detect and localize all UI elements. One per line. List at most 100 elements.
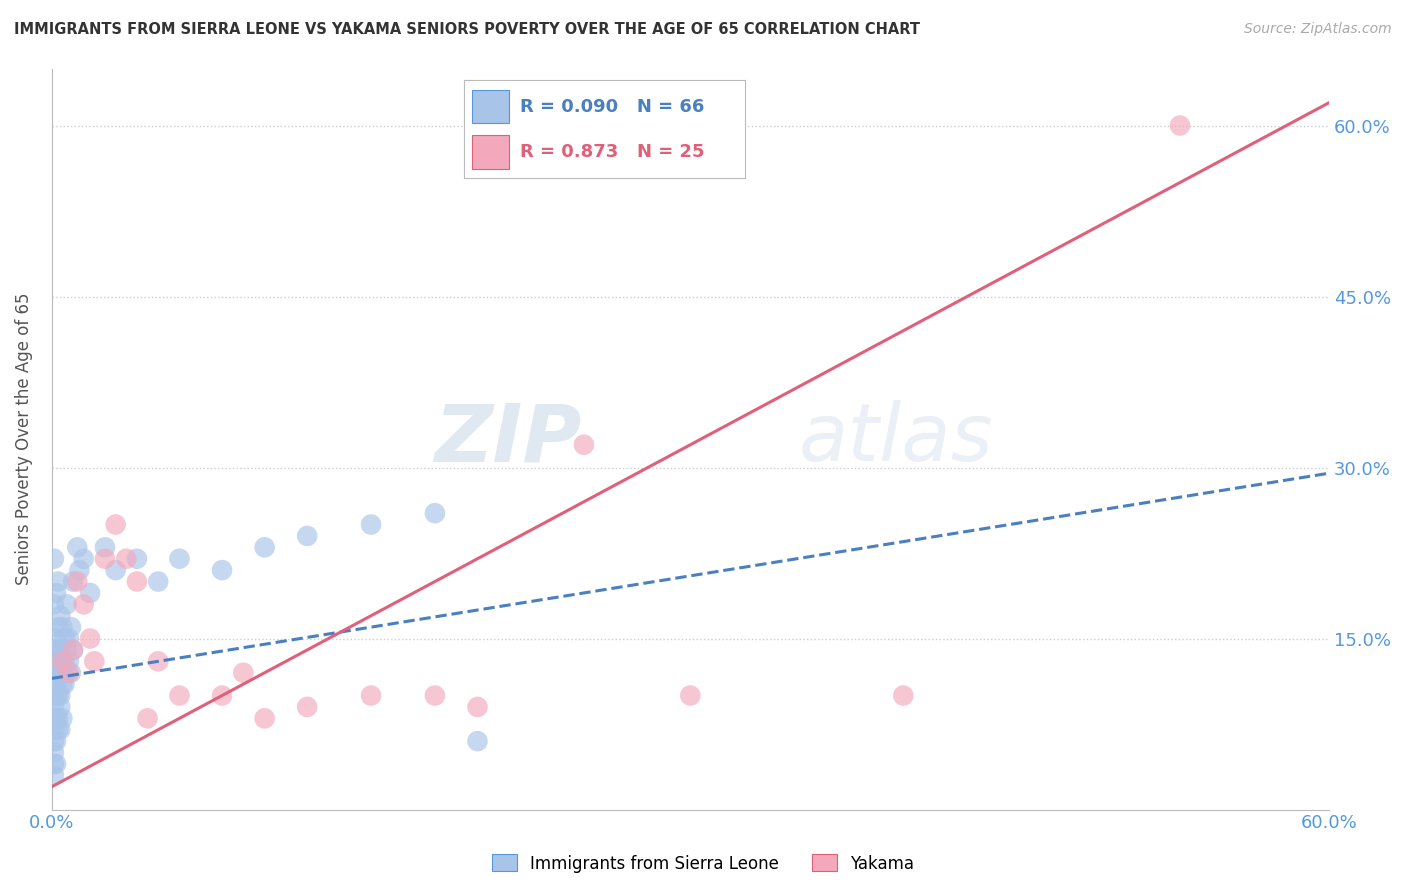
Point [104, 563, 127, 577]
Point [49, 689, 72, 703]
Point [42, 768, 65, 782]
Point [45, 734, 67, 748]
Point [79, 632, 101, 646]
Point [49, 643, 72, 657]
Point [42, 711, 65, 725]
Point [104, 517, 127, 532]
Point [73, 551, 96, 566]
Point [46, 574, 69, 589]
Point [55, 643, 77, 657]
Point [211, 689, 233, 703]
Point [46, 689, 69, 703]
Point [125, 551, 148, 566]
Point [46, 665, 69, 680]
Point [62, 643, 84, 657]
Point [125, 574, 148, 589]
Point [53, 677, 76, 691]
Point [45, 711, 67, 725]
Text: IMMIGRANTS FROM SIERRA LEONE VS YAKAMA SENIORS POVERTY OVER THE AGE OF 65 CORREL: IMMIGRANTS FROM SIERRA LEONE VS YAKAMA S… [14, 22, 920, 37]
Point [253, 711, 276, 725]
Point [83, 654, 105, 668]
Text: atlas: atlas [799, 400, 994, 478]
Point [55, 598, 77, 612]
Point [211, 563, 233, 577]
Point [891, 689, 914, 703]
Point [360, 689, 382, 703]
Point [49, 665, 72, 680]
Point [49, 723, 72, 737]
Point [46, 643, 69, 657]
Point [51, 654, 73, 668]
Point [42, 643, 65, 657]
Text: Source: ZipAtlas.com: Source: ZipAtlas.com [1244, 22, 1392, 37]
Point [62, 574, 84, 589]
Point [42, 746, 65, 760]
Text: R = 0.090   N = 66: R = 0.090 N = 66 [520, 98, 704, 116]
Point [45, 689, 67, 703]
Point [51, 711, 73, 725]
Point [295, 700, 318, 714]
Point [360, 517, 382, 532]
Point [55, 665, 77, 680]
Point [94, 551, 117, 566]
Point [79, 586, 101, 600]
Point [42, 551, 65, 566]
Text: ZIP: ZIP [434, 400, 582, 478]
Point [467, 734, 489, 748]
Point [1168, 119, 1191, 133]
Point [53, 632, 76, 646]
Y-axis label: Seniors Poverty Over the Age of 65: Seniors Poverty Over the Age of 65 [15, 293, 32, 585]
Point [148, 574, 170, 589]
Point [58, 665, 80, 680]
Point [45, 654, 67, 668]
Point [42, 665, 65, 680]
Point [45, 586, 67, 600]
Point [58, 632, 80, 646]
Point [467, 700, 489, 714]
Point [51, 654, 73, 668]
Point [42, 654, 65, 668]
Point [232, 665, 254, 680]
Point [45, 632, 67, 646]
Point [46, 711, 69, 725]
Bar [472, 136, 509, 169]
Bar [472, 90, 509, 123]
Point [94, 541, 117, 555]
Point [42, 689, 65, 703]
Legend: Immigrants from Sierra Leone, Yakama: Immigrants from Sierra Leone, Yakama [485, 847, 921, 880]
Point [169, 551, 191, 566]
Point [169, 689, 191, 703]
Point [42, 677, 65, 691]
Point [49, 700, 72, 714]
Point [66, 541, 89, 555]
Point [46, 723, 69, 737]
Point [423, 506, 446, 520]
Point [115, 551, 138, 566]
Point [42, 700, 65, 714]
Point [46, 620, 69, 634]
Point [59, 665, 82, 680]
Point [51, 677, 73, 691]
Point [42, 756, 65, 771]
Point [45, 677, 67, 691]
Point [51, 620, 73, 634]
Point [295, 529, 318, 543]
Text: R = 0.873   N = 25: R = 0.873 N = 25 [520, 143, 704, 161]
Point [572, 438, 595, 452]
Point [42, 734, 65, 748]
Point [59, 620, 82, 634]
Point [49, 608, 72, 623]
Point [679, 689, 702, 703]
Point [73, 598, 96, 612]
Point [53, 654, 76, 668]
Point [66, 574, 89, 589]
Point [42, 723, 65, 737]
Point [253, 541, 276, 555]
Point [423, 689, 446, 703]
Point [67, 563, 90, 577]
Point [58, 654, 80, 668]
Point [136, 711, 159, 725]
Point [62, 643, 84, 657]
Point [45, 756, 67, 771]
Point [148, 654, 170, 668]
